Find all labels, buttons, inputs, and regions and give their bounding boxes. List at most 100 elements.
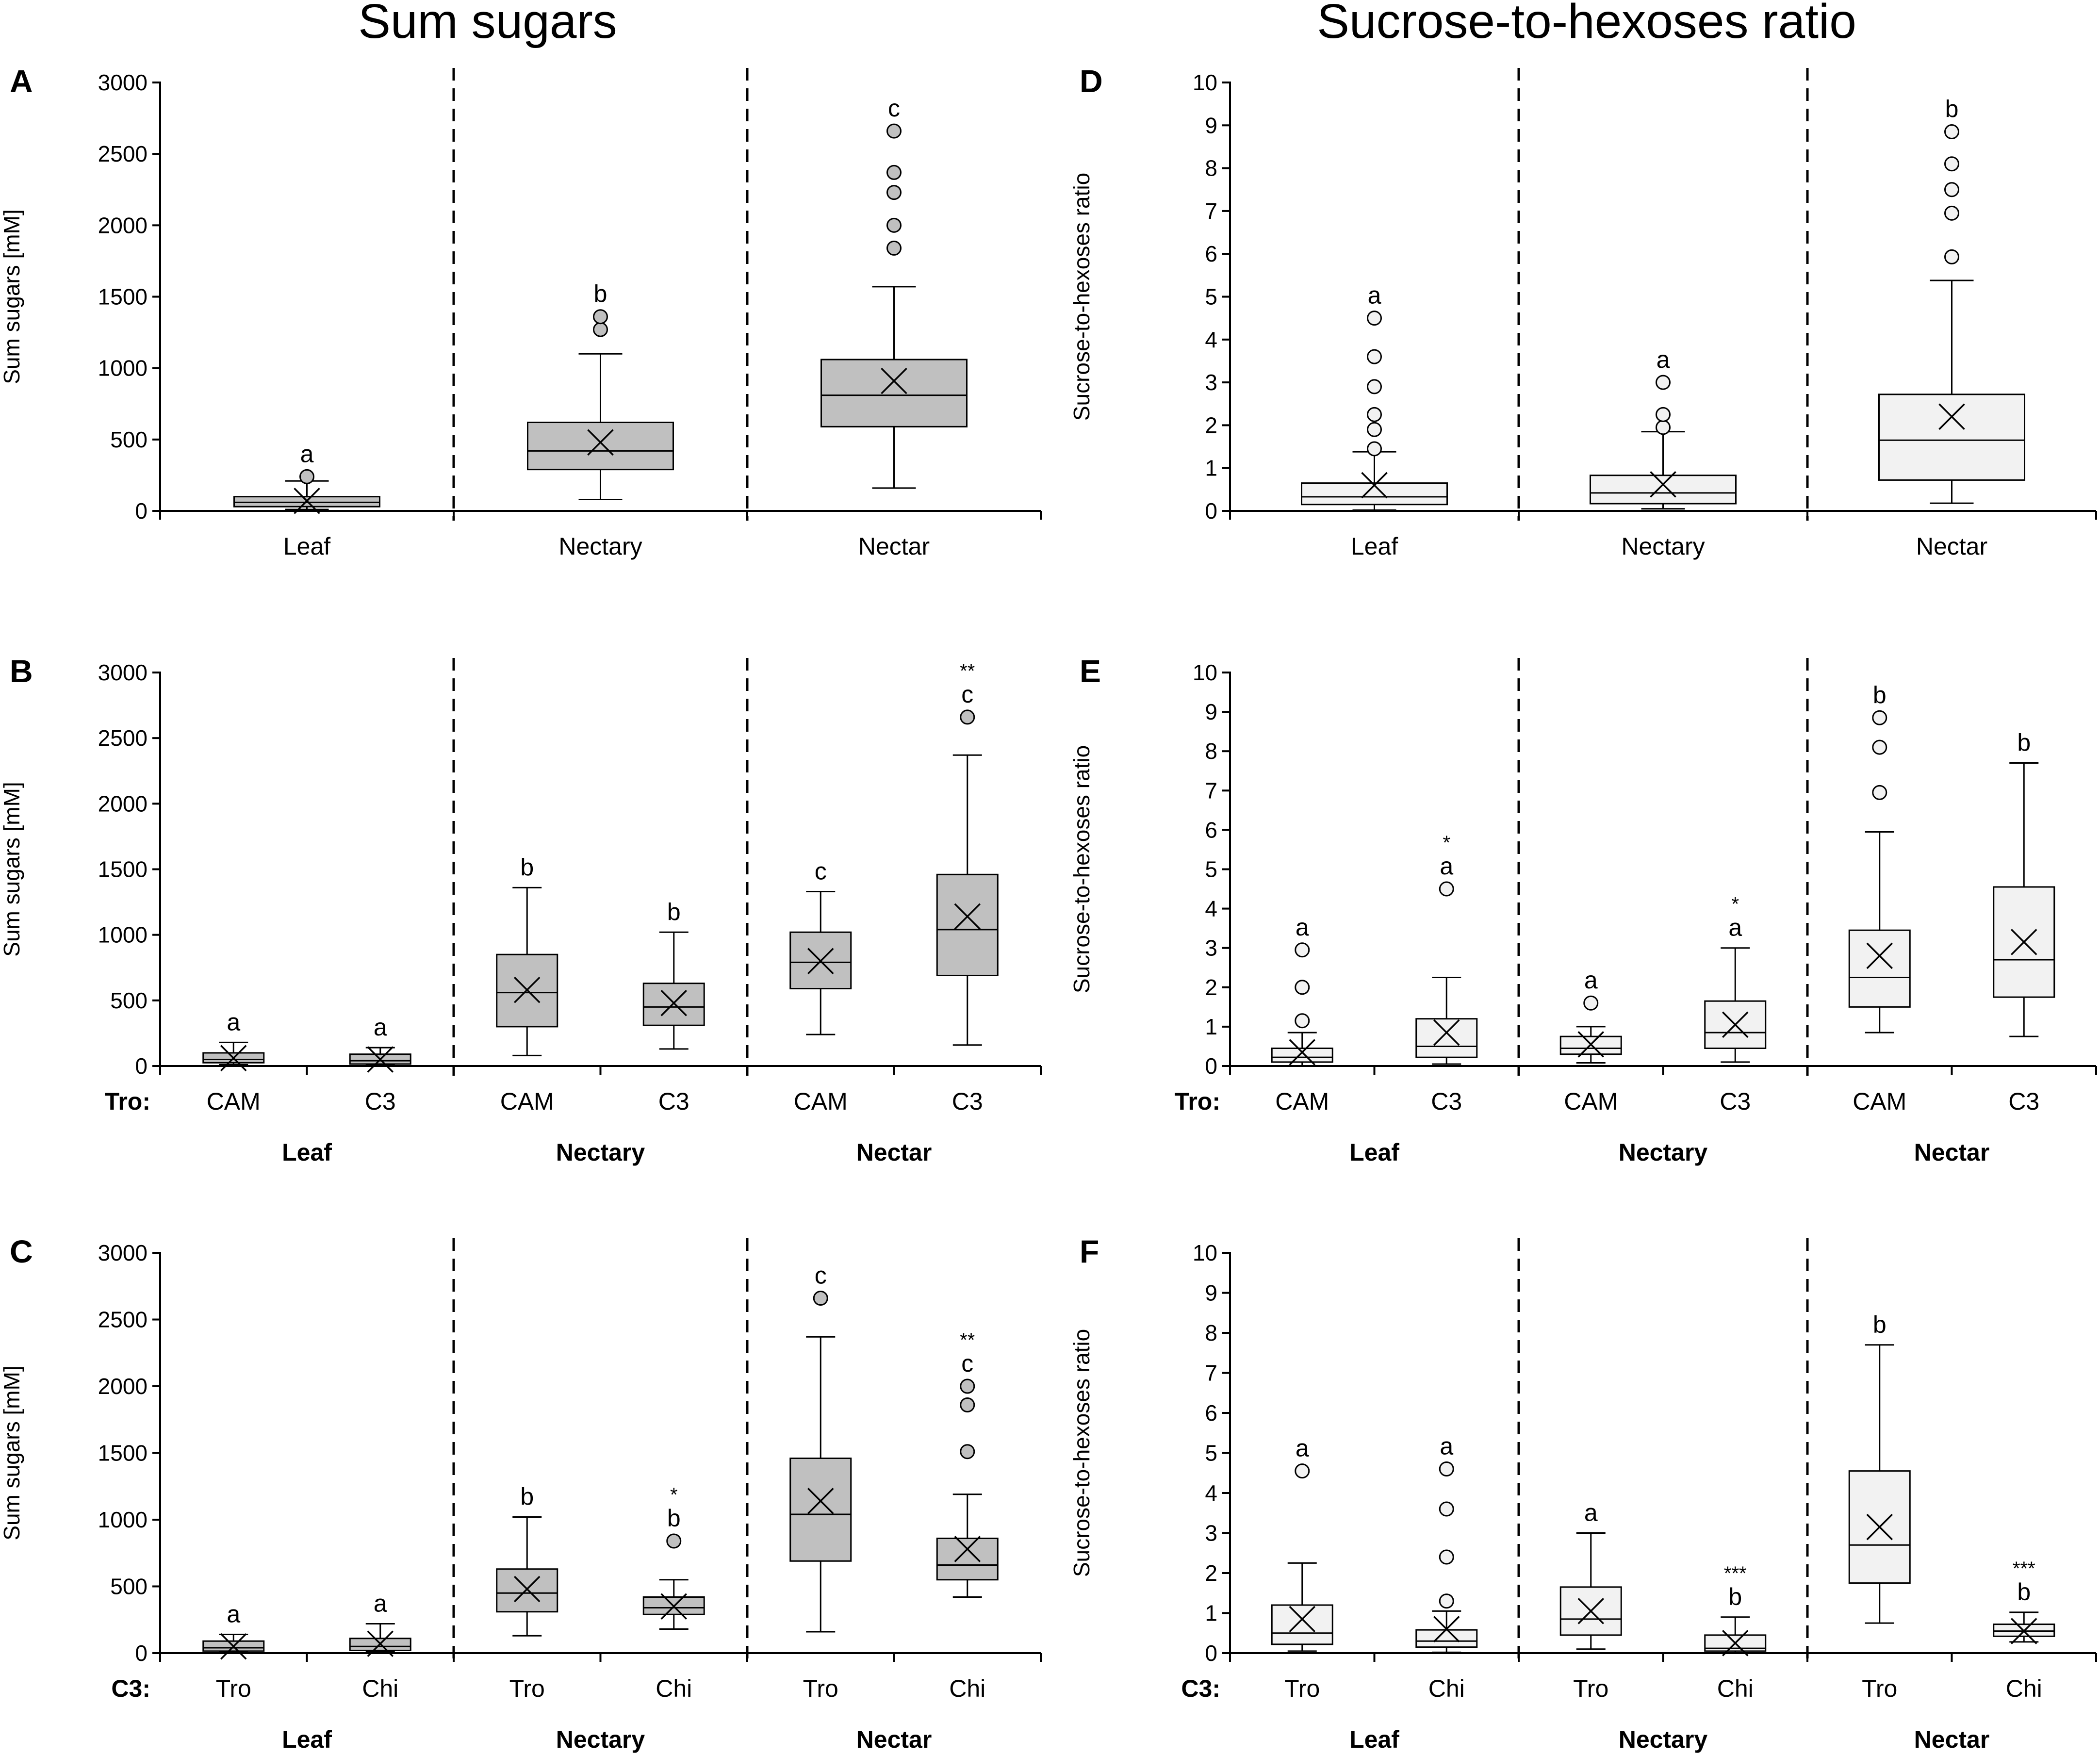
- outlier-point: [1656, 420, 1671, 435]
- y-tick-label: 3: [1205, 370, 1217, 395]
- mean-marker: [2011, 929, 2037, 955]
- box-1: a: [1301, 282, 1448, 511]
- box-iqr: [1878, 394, 2025, 481]
- significance-letter: b: [667, 898, 681, 925]
- mean-marker: [2011, 1618, 2037, 1644]
- y-tick-label: 500: [110, 988, 148, 1013]
- x-tick-label: Chi: [362, 1675, 398, 1702]
- mean-marker: [1722, 1630, 1749, 1657]
- box-6: b: [1993, 729, 2055, 1037]
- panel-b: B Sum sugars [mM] 0 500 1000 1500 2000 2500 3000…: [0, 653, 1042, 1166]
- outlier-point: [886, 240, 902, 256]
- x-tick-label: Leaf: [1351, 533, 1398, 560]
- panel-letter: D: [1080, 63, 1103, 99]
- x-tick-label: C3: [365, 1088, 396, 1115]
- significance-letter: a: [227, 1601, 240, 1628]
- group-label: Nectary: [556, 1139, 645, 1166]
- box-3: a: [1559, 1499, 1622, 1650]
- box-iqr: [1271, 1048, 1333, 1063]
- x-tick-label: Nectary: [558, 533, 642, 560]
- x-tick-label: Tro: [509, 1675, 545, 1702]
- box-1: a: [1271, 1435, 1333, 1652]
- group-label: Nectary: [1619, 1139, 1708, 1166]
- box-iqr: [1848, 929, 1911, 1008]
- outlier-point: [1367, 311, 1382, 326]
- y-tick-label: 9: [1205, 1280, 1217, 1306]
- significance-letter: c: [815, 857, 827, 885]
- significance-letter: a: [1584, 1499, 1598, 1526]
- y-tick-label: 9: [1205, 699, 1217, 724]
- y-tick-label: 4: [1205, 1480, 1217, 1506]
- box-2: a: [349, 1014, 411, 1073]
- significance-letter: a: [374, 1014, 387, 1041]
- significance-letter: c: [888, 95, 900, 122]
- panel-letter: E: [1080, 653, 1101, 689]
- group-label: Nectar: [1914, 1726, 1990, 1753]
- outlier-point: [960, 1378, 975, 1394]
- y-tick-label: 6: [1205, 817, 1217, 842]
- box-iqr: [349, 1638, 411, 1651]
- box-iqr: [642, 983, 705, 1026]
- x-tick-label: CAM: [1275, 1088, 1329, 1115]
- box-1: a: [202, 1601, 265, 1660]
- box-4: b*: [642, 1484, 705, 1630]
- box-5: b: [1848, 681, 1911, 1033]
- box-6: b***: [1993, 1558, 2055, 1644]
- significance-letter: b: [667, 1505, 681, 1532]
- panel-f: F Sucrose-to-hexoses ratio 0 1 2 3 4 5 6 7 8 9 10 Tro…: [1069, 1233, 2097, 1753]
- significance-stars: **: [960, 1329, 975, 1351]
- mean-marker: [294, 488, 320, 514]
- panel-c: C Sum sugars [mM] 0 500 1000 1500 2000 2500 3000…: [0, 1233, 1042, 1753]
- box-iqr: [1415, 1629, 1478, 1648]
- x-tick-label: Nectar: [1916, 533, 1987, 560]
- outlier-point: [1367, 422, 1382, 437]
- panel-letter: C: [10, 1233, 33, 1269]
- group-label: Nectary: [1619, 1726, 1708, 1753]
- mean-marker: [954, 903, 981, 930]
- box-iqr: [496, 1568, 558, 1613]
- x-tick-label: Chi: [656, 1675, 692, 1702]
- x-prefix-label: Tro:: [105, 1088, 150, 1115]
- mean-marker: [1433, 1616, 1460, 1642]
- outlier-point: [593, 322, 608, 337]
- x-tick-label: Chi: [1428, 1675, 1465, 1702]
- mean-marker: [1650, 471, 1676, 498]
- y-tick-label: 10: [1193, 660, 1217, 685]
- x-prefix-label: Tro:: [1175, 1088, 1220, 1115]
- significance-letter: a: [1440, 1433, 1453, 1460]
- x-tick-label: Tro: [1862, 1675, 1897, 1702]
- outlier-point: [813, 1291, 828, 1306]
- panel-e: E Sucrose-to-hexoses ratio 0 1 2 3 4 5 6 7 8 9 10 CAM…: [1069, 653, 2097, 1166]
- significance-letter: a: [1368, 282, 1381, 309]
- box-4: b***: [1704, 1563, 1767, 1657]
- y-tick-label: 2: [1205, 412, 1217, 438]
- y-tick-label: 1: [1205, 456, 1217, 481]
- mean-marker: [1722, 1011, 1749, 1038]
- x-tick-label: Tro: [1573, 1675, 1608, 1702]
- mean-marker: [660, 990, 687, 1017]
- outlier-point: [1656, 375, 1671, 390]
- group-label: Nectary: [556, 1726, 645, 1753]
- box-6: c**: [936, 1329, 999, 1598]
- group-label: Nectar: [1914, 1139, 1990, 1166]
- outlier-point: [1944, 156, 1959, 172]
- x-tick-label: CAM: [207, 1088, 261, 1115]
- mean-marker: [807, 948, 834, 974]
- outlier-point: [886, 185, 902, 200]
- mean-marker: [367, 1630, 394, 1657]
- y-axis-label: Sucrose-to-hexoses ratio: [1069, 1329, 1094, 1577]
- y-tick-label: 2500: [98, 141, 148, 166]
- box-3: a: [1559, 967, 1622, 1064]
- box-1: a: [1271, 914, 1333, 1067]
- box-4: a*: [1704, 894, 1767, 1063]
- outlier-point: [666, 1533, 682, 1549]
- box-1: a: [202, 1008, 265, 1072]
- outlier-point: [1439, 1549, 1454, 1565]
- significance-letter: b: [1728, 1583, 1742, 1610]
- outlier-point: [1944, 249, 1959, 264]
- outlier-point: [886, 217, 902, 233]
- significance-letter: a: [1657, 346, 1670, 373]
- significance-letter: b: [2017, 1578, 2031, 1606]
- outlier-point: [1872, 710, 1887, 725]
- outlier-point: [1295, 1013, 1310, 1029]
